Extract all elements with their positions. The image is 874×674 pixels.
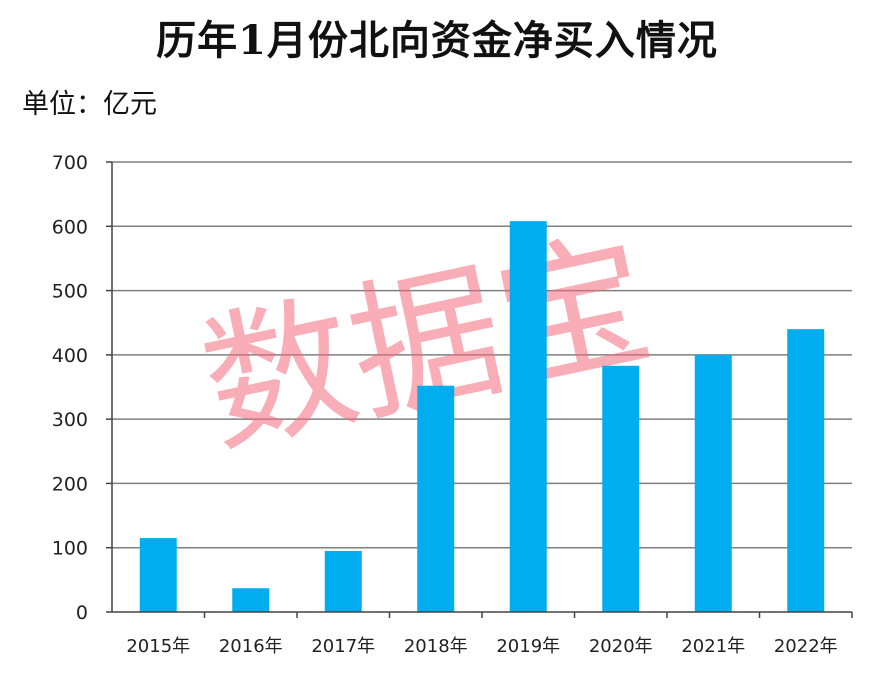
- x-tick-label: 2018年: [404, 636, 468, 657]
- bar-2022年: [787, 329, 825, 612]
- bar-2020年: [602, 365, 640, 612]
- bar-2021年: [694, 354, 732, 612]
- bar-2016年: [232, 588, 270, 612]
- y-tick-label: 300: [52, 409, 88, 431]
- bar-2017年: [324, 550, 362, 612]
- x-tick-labels: 2015年 2016年 2017年 2018年 2019年 2020年 2021年 2022年: [126, 636, 837, 657]
- bars: [139, 221, 825, 612]
- y-tick-label: 400: [52, 345, 88, 367]
- x-tick-label: 2016年: [219, 636, 283, 657]
- bar-2019年: [509, 221, 547, 612]
- x-tick-label: 2022年: [774, 636, 838, 657]
- bar-2018年: [417, 385, 455, 612]
- x-tick-label: 2020年: [589, 636, 653, 657]
- x-tick-label: 2017年: [311, 636, 375, 657]
- x-tick-label: 2021年: [681, 636, 745, 657]
- y-tick-label: 500: [52, 281, 88, 303]
- chart-title: 历年1月份北向资金净买入情况: [156, 17, 718, 64]
- axes: [106, 161, 853, 618]
- y-tick-label: 200: [52, 473, 88, 495]
- unit-label: 单位：亿元: [22, 89, 157, 120]
- y-tick-labels: 0 100 200 300 400 500 600 700: [52, 152, 88, 624]
- x-tick-label: 2015年: [126, 636, 190, 657]
- y-tick-label: 100: [52, 538, 88, 560]
- x-tick-label: 2019年: [496, 636, 560, 657]
- bar-2015年: [139, 538, 177, 612]
- y-tick-label: 600: [52, 216, 88, 238]
- y-tick-label: 700: [52, 152, 88, 174]
- y-tick-label: 0: [76, 602, 88, 624]
